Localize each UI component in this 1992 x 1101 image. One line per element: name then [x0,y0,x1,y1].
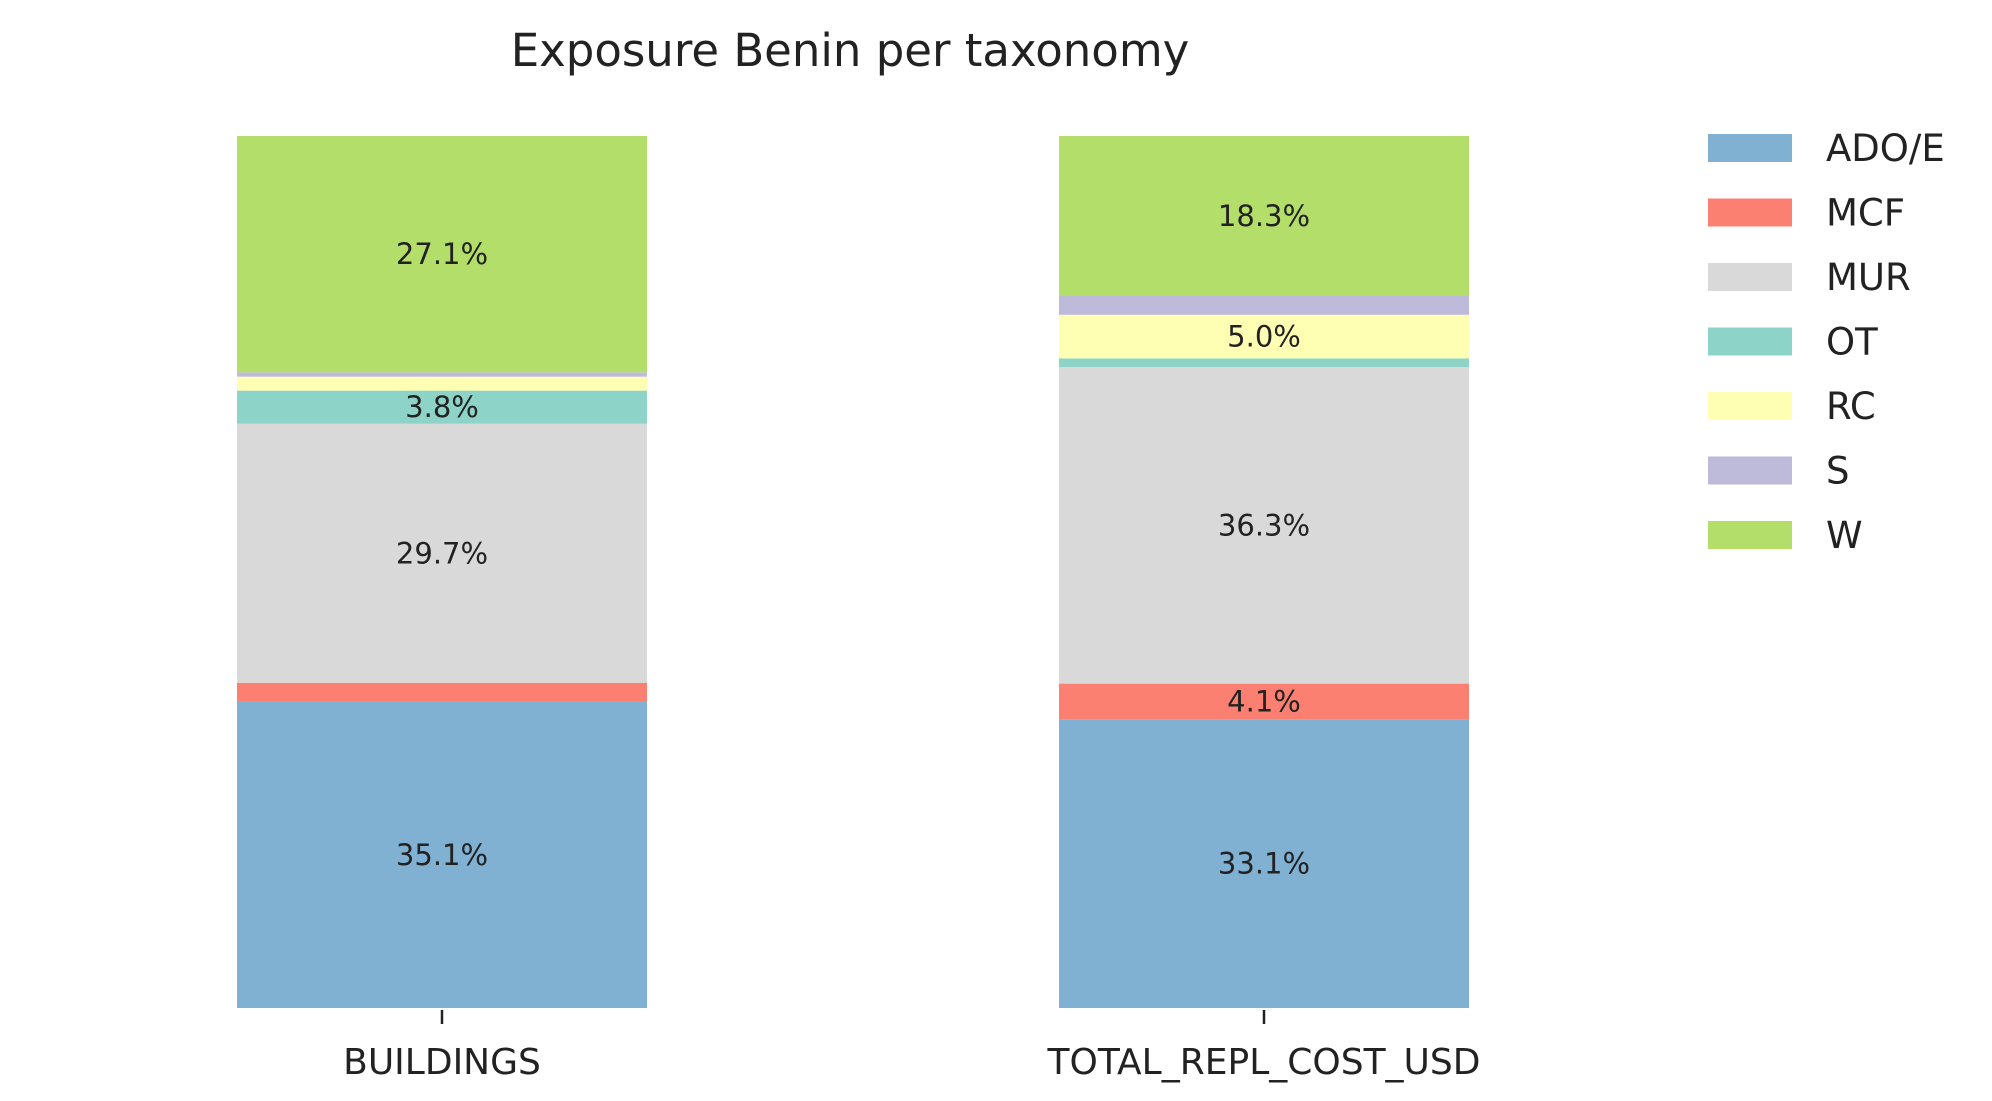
data-label-total-repl-cost-usd-rc: 5.0% [1227,320,1301,354]
data-label-buildings-ado-e: 35.1% [396,838,488,872]
bar-segment-buildings-mcf [237,682,647,702]
legend-item-mcf: MCF [1708,192,1905,235]
legend-swatch-w [1708,521,1792,549]
bar-segment-total-repl-cost-usd-s [1059,295,1469,315]
legend-item-mur: MUR [1708,256,1911,299]
bar-segment-buildings-mur [237,423,647,683]
legend: ADO/E MCF MUR OT RC SW [1708,127,1945,557]
legend-label-rc: RC [1826,385,1876,428]
data-label-buildings-ot: 3.8% [405,390,479,424]
bar-segment-total-repl-cost-usd-w [1059,136,1469,296]
x-axis: BUILDINGS TOTAL_REPL_COST_USD [343,1010,1480,1083]
bar-segment-total-repl-cost-usd-ot [1059,358,1469,368]
legend-swatch-ado-e [1708,134,1792,162]
data-label-total-repl-cost-usd-mcf: 4.1% [1227,684,1301,718]
legend-label-ado-e: ADO/E [1826,127,1945,170]
legend-item-rc: RC [1708,385,1876,428]
legend-label-ot: OT [1826,321,1878,364]
legend-item-w: W [1708,514,1863,557]
legend-swatch-mcf [1708,198,1792,227]
legend-swatch-s [1708,456,1792,485]
bar-segment-buildings-ado-e [237,701,647,1008]
bar-segment-buildings-w [237,136,647,373]
legend-label-s: S [1826,450,1850,493]
data-label-total-repl-cost-usd-ado-e: 33.1% [1218,847,1310,881]
legend-label-mur: MUR [1826,256,1911,299]
x-tick-label-total-repl-cost-usd: TOTAL_REPL_COST_USD [1047,1042,1481,1083]
bars-group [237,136,1469,1008]
legend-item-ado-e: ADO/E [1708,127,1945,170]
legend-label-mcf: MCF [1826,192,1905,235]
data-labels-group: 35.1% 29.7% 3.8% 27.1% 33.1% 4.1% 36.3% 5.0% 18.… [396,199,1310,881]
data-label-buildings-mur: 29.7% [396,536,488,570]
bar-segment-total-repl-cost-usd-mcf [1059,683,1469,720]
bar-segment-total-repl-cost-usd-mur [1059,367,1469,684]
bar-segment-total-repl-cost-usd-rc [1059,314,1469,359]
bar-segment-buildings-s [237,372,647,377]
data-label-total-repl-cost-usd-mur: 36.3% [1218,508,1310,542]
legend-label-w: W [1826,514,1863,557]
legend-swatch-ot [1708,327,1792,356]
legend-item-ot: OT [1708,321,1878,364]
bar-segment-total-repl-cost-usd-ado-e [1059,719,1469,1008]
chart-title: Exposure Benin per taxonomy [511,24,1190,77]
x-tick-label-buildings: BUILDINGS [343,1042,541,1083]
data-label-total-repl-cost-usd-w: 18.3% [1218,199,1310,233]
bar-segment-buildings-rc [237,376,647,391]
legend-swatch-rc [1708,392,1792,420]
bar-segment-buildings-ot [237,390,647,424]
legend-swatch-mur [1708,263,1792,291]
data-label-buildings-w: 27.1% [396,237,488,271]
legend-item-s: S [1708,450,1850,493]
